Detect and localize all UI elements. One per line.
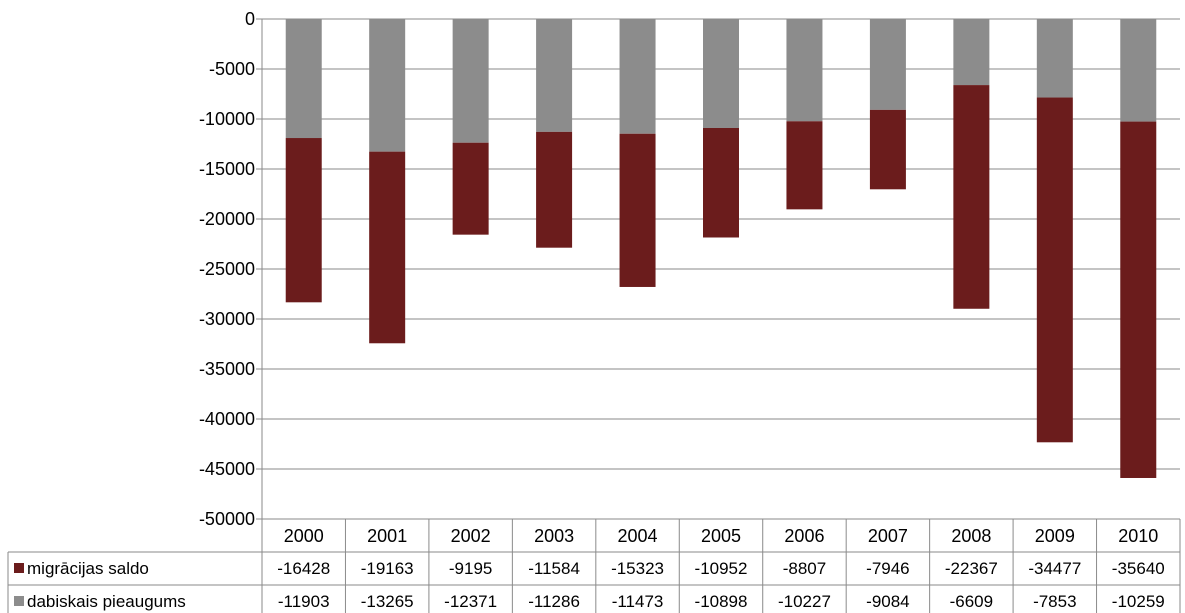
y-tick-label: -15000	[199, 159, 255, 179]
bar-migracijas-saldo-2010	[1120, 121, 1157, 478]
data-table-value: -9084	[866, 592, 909, 611]
y-tick-label: -5000	[209, 59, 255, 79]
bar-dabiskais-pieaugums-2006	[786, 19, 823, 122]
data-table-value: -11584	[528, 559, 580, 578]
bar-migracijas-saldo-2003	[536, 131, 573, 248]
bar-dabiskais-pieaugums-2001	[369, 19, 406, 152]
legend-swatch	[14, 596, 24, 606]
data-table-value: -15323	[611, 559, 664, 578]
data-table-value: -35640	[1112, 559, 1165, 578]
y-tick-label: 0	[245, 9, 255, 29]
data-table-value: -8807	[783, 559, 826, 578]
bar-dabiskais-pieaugums-2009	[1036, 19, 1073, 98]
bar-migracijas-saldo-2009	[1036, 97, 1073, 443]
y-tick-label: -20000	[199, 209, 255, 229]
bar-migracijas-saldo-2004	[619, 133, 656, 287]
y-tick-label: -45000	[199, 459, 255, 479]
bar-dabiskais-pieaugums-2008	[953, 19, 990, 86]
x-category-label: 2004	[618, 526, 658, 546]
legend-swatch	[14, 563, 24, 573]
bar-dabiskais-pieaugums-2010	[1120, 19, 1157, 122]
data-table: 2000 2001 2002 2003 2004 2005 2006 2007 2008 2009…	[7, 518, 1181, 613]
y-tick-label: -35000	[199, 359, 255, 379]
bar-dabiskais-pieaugums-2003	[536, 19, 573, 132]
bar-dabiskais-pieaugums-2005	[703, 19, 739, 128]
y-tick-label: -30000	[199, 309, 255, 329]
bar-migracijas-saldo-2000	[285, 138, 322, 303]
x-category-label: 2003	[534, 526, 574, 546]
data-table-value: -7946	[866, 559, 909, 578]
y-tick-label: -25000	[199, 259, 255, 279]
x-category-label: 2000	[284, 526, 324, 546]
y-tick-label: -10000	[199, 109, 255, 129]
bar-dabiskais-pieaugums-2000	[285, 19, 322, 139]
data-table-value: -10259	[1112, 592, 1165, 611]
y-tick-label: -50000	[199, 509, 255, 529]
legend-label: migrācijas saldo	[27, 559, 149, 578]
bar-dabiskais-pieaugums-2007	[869, 19, 906, 110]
data-table-value: -12371	[444, 592, 497, 611]
data-table-value: -11286	[528, 592, 580, 611]
bar-dabiskais-pieaugums-2004	[619, 19, 656, 134]
data-table-value: -11473	[612, 592, 664, 611]
data-table-value: -7853	[1033, 592, 1076, 611]
y-tick-label: -40000	[199, 409, 255, 429]
data-table-value: -6609	[950, 592, 993, 611]
x-category-label: 2005	[701, 526, 741, 546]
x-category-label: 2007	[868, 526, 908, 546]
bar-migracijas-saldo-2006	[786, 121, 823, 210]
bar-migracijas-saldo-2005	[703, 127, 739, 238]
bar-migracijas-saldo-2007	[869, 109, 906, 190]
x-category-label: 2002	[451, 526, 491, 546]
bars	[285, 19, 1157, 478]
data-table-value: -22367	[945, 559, 998, 578]
data-table-value: -13265	[361, 592, 414, 611]
x-category-label: 2008	[951, 526, 991, 546]
bar-migracijas-saldo-2001	[369, 151, 406, 344]
data-table-value: -11903	[278, 592, 330, 611]
data-table-value: -19163	[361, 559, 414, 578]
bar-migracijas-saldo-2002	[452, 142, 489, 235]
data-table-value: -16428	[277, 559, 330, 578]
data-table-value: -10952	[695, 559, 748, 578]
data-table-value: -34477	[1028, 559, 1081, 578]
x-category-label: 2010	[1118, 526, 1158, 546]
bar-dabiskais-pieaugums-2002	[452, 19, 489, 143]
x-category-label: 2006	[784, 526, 824, 546]
bar-migracijas-saldo-2008	[953, 85, 990, 309]
data-table-value: -10227	[778, 592, 831, 611]
x-category-label: 2001	[367, 526, 407, 546]
data-table-value: -9195	[449, 559, 492, 578]
y-axis: 0 -5000 -10000 -15000 -20000 -25000 -30000 -350…	[199, 9, 263, 529]
x-category-label: 2009	[1035, 526, 1075, 546]
legend-label: dabiskais pieaugums	[27, 592, 186, 611]
data-table-value: -10898	[695, 592, 748, 611]
